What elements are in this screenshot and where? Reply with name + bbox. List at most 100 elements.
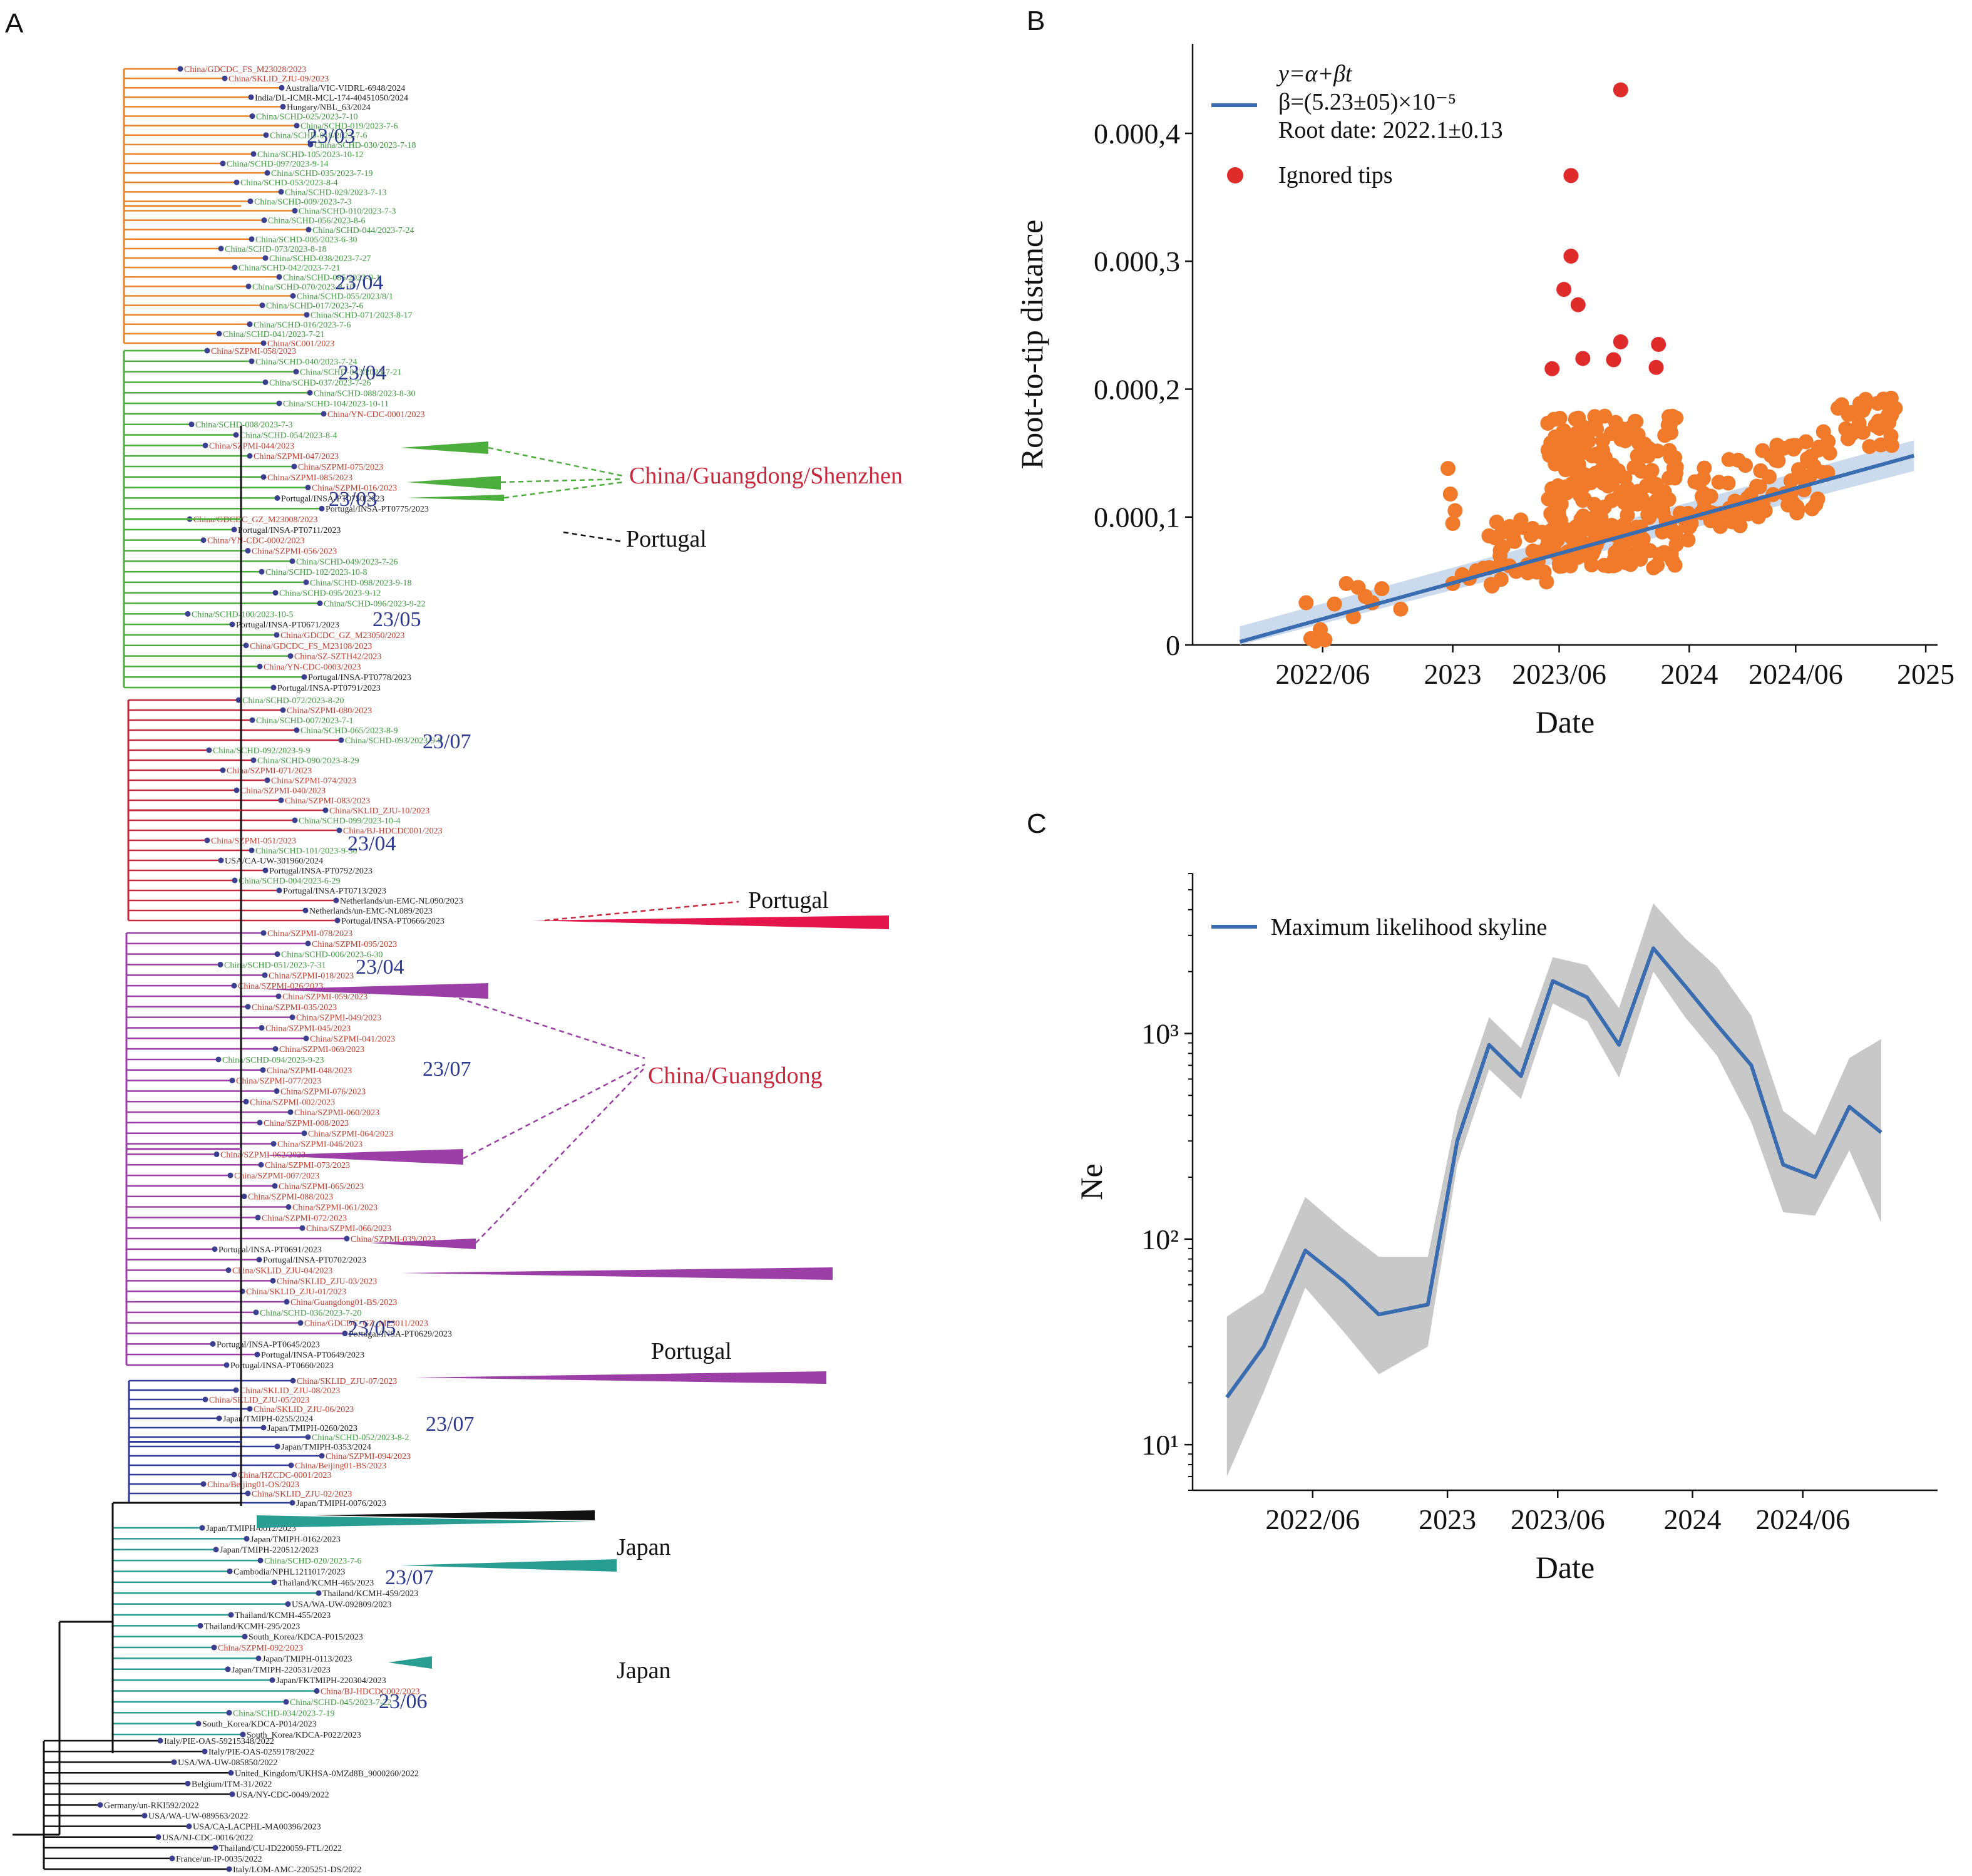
legend-beta: β=(5.23±05)×10⁻⁵ (1278, 89, 1456, 115)
tip-label: China/SZPMI-088/2023 (248, 1193, 333, 1202)
tip-label: China/BJ-HDCDC002/2023 (321, 1688, 420, 1697)
ignored-point (1563, 168, 1579, 183)
tip-label: USA/NJ-CDC-0016/2022 (162, 1833, 253, 1843)
tip-label: China/SKLID_ZJU-06/2023 (254, 1405, 354, 1415)
tip-label: China/SCHD-044/2023-7-24 (312, 226, 414, 235)
tip-label: Portugal/INSA-PT0711/2023 (238, 526, 341, 535)
tip-node (291, 463, 297, 470)
tip-label: China/SZPMI-094/2023 (326, 1452, 411, 1461)
panel-label-c: C (1027, 808, 1047, 839)
tip-label: Thailand/KCMH-295/2023 (204, 1622, 300, 1631)
tip-label: China/SCHD-037/2023-7-26 (269, 378, 371, 388)
tip-label: China/SCHD-043/2023-7-21 (300, 368, 402, 378)
tip-node (213, 1547, 219, 1553)
regression-line (1239, 453, 1915, 644)
data-point (1852, 396, 1867, 411)
tip-label: China/SCHD-004/2023-6-29 (239, 877, 341, 886)
region-connector (475, 1067, 645, 1244)
data-point (1546, 510, 1561, 526)
tip-node (334, 917, 341, 924)
tip-node (314, 1688, 320, 1694)
tip-node (276, 400, 282, 406)
tip-label: China/SZPMI-058/2023 (211, 347, 296, 356)
data-point (1730, 452, 1746, 468)
tip-node (272, 1046, 279, 1052)
tip-label: South_Korea/KDCA-P015/2023 (249, 1633, 363, 1642)
tip-node (211, 1644, 217, 1651)
tip-node (259, 302, 265, 309)
tip-label: China/SCHD-052/2023-8-2 (312, 1433, 409, 1443)
tip-label: Portugal/INSA-PT0645/2023 (217, 1340, 320, 1349)
tip-label: Italy/PIE-OAS-59215348/2022 (164, 1737, 274, 1746)
tip-node (279, 85, 285, 91)
tip-node (250, 151, 257, 157)
tip-label: Portugal/INSA-PT0713/2023 (283, 887, 386, 896)
tip-node (234, 787, 240, 793)
tip-label: China/HZCDC-0001/2023 (238, 1471, 331, 1480)
data-point (1625, 425, 1641, 441)
tip-node (157, 1738, 163, 1744)
tip-label: China/SZPMI-016/2023 (312, 484, 397, 493)
tip-label: Portugal/INSA-PT0629/2023 (349, 1330, 452, 1339)
tip-label: USA/WA-UW-089563/2022 (148, 1812, 248, 1822)
tip-label: China/SCHD-099/2023-10-4 (299, 817, 401, 826)
tip-node (289, 558, 295, 564)
tip-label: Hungary/NBL_63/2024 (287, 103, 371, 112)
data-point (1317, 632, 1333, 647)
tip-label: China/SZPMI-056/2023 (252, 547, 337, 556)
tip-node (289, 1500, 295, 1506)
y-tick-label: 0 (1166, 629, 1180, 661)
tip-node (292, 208, 298, 214)
tip-node (303, 1035, 309, 1041)
tip-label: China/SKLID_ZJU-04/2023 (232, 1267, 332, 1276)
tip-node (247, 198, 254, 204)
data-point (1841, 431, 1856, 446)
tip-label: China/SCHD-041/2023-7-21 (223, 330, 325, 339)
tip-node (232, 264, 238, 271)
x-tick-label: 2024/06 (1755, 1503, 1850, 1535)
tip-label: Japan/TMIPH-0113/2023 (262, 1654, 352, 1664)
region-connector (463, 1063, 645, 1160)
tip-node (319, 505, 325, 512)
tip-node (262, 255, 269, 261)
collapsed-clade-triangle (313, 1510, 595, 1520)
tip-label: China/SKLID_ZJU-09/2023 (229, 75, 329, 84)
tip-node (253, 1309, 259, 1316)
tip-label: China/SZPMI-071/2023 (227, 766, 312, 776)
region-connector (488, 446, 624, 477)
tip-label: China/SCHD-098/2023-9-18 (310, 579, 412, 588)
tip-label: China/SCHD-020/2023-7-6 (264, 1557, 362, 1566)
tip-node (202, 1748, 208, 1755)
tip-label: China/SCHD-105/2023-10-12 (257, 150, 364, 160)
tip-node (294, 727, 300, 733)
clade-date-label: 23/05 (347, 1317, 396, 1340)
tip-node (220, 160, 226, 167)
tip-label: China/SZPMI-065/2023 (279, 1182, 364, 1192)
tip-label: China/Beijing01-BS/2023 (295, 1461, 386, 1471)
x-axis-title: Date (1536, 1550, 1595, 1585)
tip-node (247, 321, 253, 327)
tip-label: China/SZ-SZTH42/2023 (294, 652, 381, 662)
tip-node (257, 663, 263, 669)
data-point (1529, 564, 1544, 580)
tip-label: China/SZPMI-046/2023 (277, 1140, 362, 1150)
tip-node (260, 474, 267, 480)
clade-date-label: 23/03 (307, 125, 355, 148)
data-point (1694, 488, 1710, 504)
tip-label: China/GDCDC_GZ_M23011/2023 (304, 1319, 428, 1329)
data-point (1627, 413, 1643, 429)
collapsed-clade-triangle (407, 476, 501, 490)
tip-node (261, 217, 267, 224)
tip-label: China/SCHD-010/2023-7-3 (299, 207, 396, 217)
data-point (1862, 439, 1877, 455)
tip-label: China/SCHD-104/2023-10-11 (283, 399, 389, 409)
tip-label: China/SCHD-095/2023-9-12 (279, 589, 381, 599)
data-point (1495, 539, 1511, 555)
data-point (1588, 508, 1604, 523)
tip-node (247, 1406, 253, 1412)
tip-label: China/SCHD-093/2023-9-9 (345, 736, 443, 746)
tip-label: China/SCHD-100/2023-10-5 (192, 610, 294, 619)
tip-node (270, 1277, 276, 1284)
panel-label-b: B (1027, 6, 1045, 36)
clade-date-label: 23/07 (423, 730, 471, 753)
